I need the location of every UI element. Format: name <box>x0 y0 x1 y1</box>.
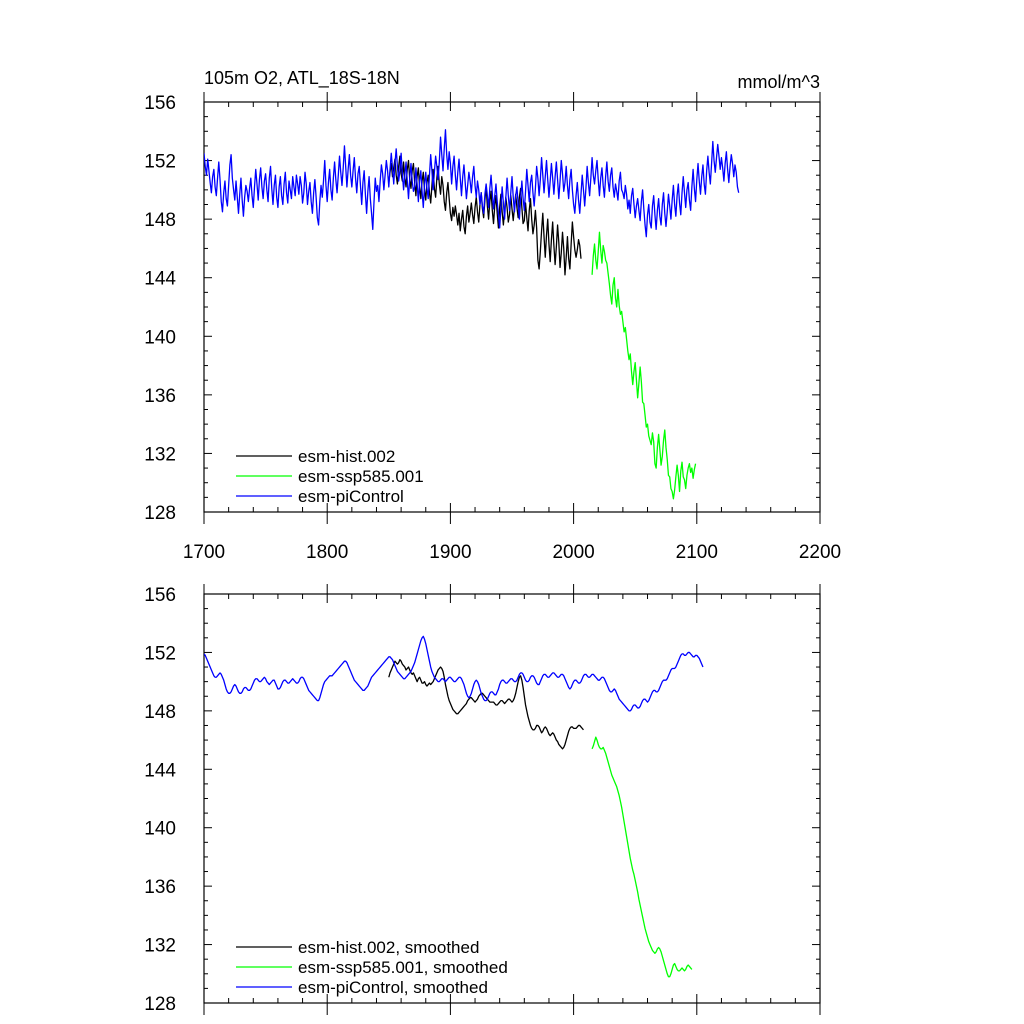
y-tick-label: 132 <box>144 444 176 465</box>
chart-units: mmol/m^3 <box>738 72 820 92</box>
series-line-1 <box>591 231 697 500</box>
y-tick-label: 148 <box>144 702 176 723</box>
y-tick-label: 144 <box>144 760 176 781</box>
legend-label: esm-ssp585.001 <box>298 467 424 486</box>
y-tick-label: 136 <box>144 877 176 898</box>
y-tick-label: 156 <box>144 93 176 114</box>
series-line-2 <box>204 635 704 712</box>
legend-label: esm-piControl <box>298 487 404 506</box>
series-line-0 <box>388 659 584 750</box>
legend-label: esm-hist.002 <box>298 447 395 466</box>
y-tick-label: 144 <box>144 269 176 290</box>
series-line-2 <box>204 129 740 238</box>
y-tick-label: 128 <box>144 994 176 1015</box>
x-tick-label: 1700 <box>183 542 225 563</box>
y-tick-label: 140 <box>144 819 176 840</box>
series-line-1 <box>591 736 693 978</box>
chart-title: 105m O2, ATL_18S-18N <box>204 68 400 89</box>
x-tick-label: 2000 <box>552 542 594 563</box>
x-tick-label: 2100 <box>676 542 718 563</box>
plot-frame <box>203 593 821 1004</box>
x-tick-label: 1800 <box>306 542 348 563</box>
y-tick-label: 152 <box>144 152 176 173</box>
y-tick-label: 140 <box>144 327 176 348</box>
x-tick-label: 2200 <box>799 542 841 563</box>
bottom-panel: 128 132 136 140 144 148 152 156 esm-hist.002, sm… <box>144 584 821 1015</box>
y-tick-label: 128 <box>144 503 176 524</box>
y-tick-label: 156 <box>144 585 176 606</box>
x-tick-label: 1900 <box>429 542 471 563</box>
legend-label: esm-ssp585.001, smoothed <box>298 958 508 977</box>
legend-label: esm-piControl, smoothed <box>298 978 488 997</box>
legend-label: esm-hist.002, smoothed <box>298 938 479 957</box>
y-tick-label: 148 <box>144 210 176 231</box>
top-panel: 128 132 136 140 144 148 152 156 1700 1800 1900 2000… <box>144 92 841 563</box>
y-tick-label: 136 <box>144 386 176 407</box>
y-tick-label: 152 <box>144 643 176 664</box>
y-tick-label: 132 <box>144 936 176 957</box>
